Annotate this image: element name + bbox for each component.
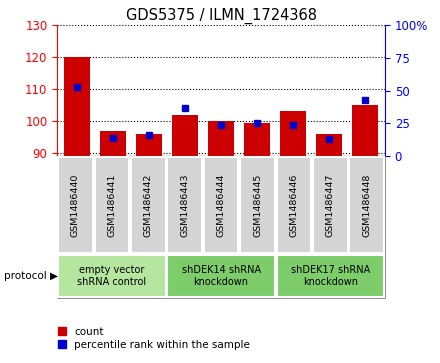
Text: GSM1486442: GSM1486442 (144, 174, 153, 237)
Text: empty vector
shRNA control: empty vector shRNA control (77, 265, 147, 287)
Bar (280, 111, 306, 156)
Bar (172, 115, 198, 156)
Legend: count, percentile rank within the sample: count, percentile rank within the sample (54, 323, 254, 354)
Text: GSM1486443: GSM1486443 (180, 174, 189, 237)
Text: GSM1486440: GSM1486440 (71, 174, 80, 237)
Text: GSM1486441: GSM1486441 (107, 174, 116, 237)
Bar (100, 131, 126, 156)
Text: protocol ▶: protocol ▶ (4, 271, 59, 281)
Text: GSM1486444: GSM1486444 (216, 174, 226, 237)
Text: GSM1486448: GSM1486448 (362, 174, 371, 237)
Text: shDEK17 shRNA
knockdown: shDEK17 shRNA knockdown (291, 265, 370, 287)
Text: shDEK14 shRNA
knockdown: shDEK14 shRNA knockdown (182, 265, 260, 287)
Bar (208, 121, 234, 156)
Bar (352, 105, 378, 156)
Bar (136, 134, 162, 156)
Title: GDS5375 / ILMN_1724368: GDS5375 / ILMN_1724368 (125, 8, 317, 24)
Text: GSM1486446: GSM1486446 (290, 174, 298, 237)
Bar (244, 123, 270, 156)
Text: GSM1486445: GSM1486445 (253, 174, 262, 237)
Bar (316, 134, 342, 156)
Text: GSM1486447: GSM1486447 (326, 174, 335, 237)
Bar (64, 57, 90, 156)
